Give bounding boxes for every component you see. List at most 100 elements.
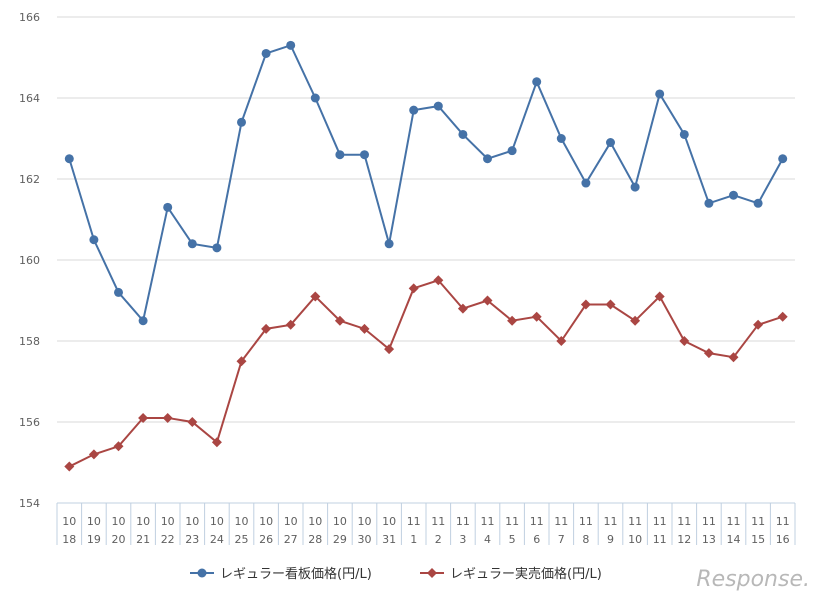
x-tick-label-day: 13 xyxy=(702,533,716,546)
x-tick-label-month: 10 xyxy=(259,515,273,528)
data-point xyxy=(655,89,665,99)
data-point xyxy=(433,101,443,111)
x-tick-label-month: 11 xyxy=(604,515,618,528)
data-point xyxy=(753,198,763,208)
data-point xyxy=(433,275,444,286)
x-tick-label-month: 11 xyxy=(727,515,741,528)
data-point xyxy=(556,134,566,143)
x-tick-label-month: 10 xyxy=(333,515,347,528)
series-line-0 xyxy=(68,44,784,323)
x-tick-label-month: 11 xyxy=(554,515,568,528)
x-tick-label-month: 10 xyxy=(358,515,372,528)
data-point xyxy=(187,417,198,427)
data-point xyxy=(334,315,345,326)
x-tick-label-month: 11 xyxy=(751,515,765,528)
x-tick-label-month: 11 xyxy=(776,515,790,528)
data-point xyxy=(729,190,738,200)
data-point xyxy=(605,299,616,310)
data-point xyxy=(753,319,764,330)
x-tick-label-day: 11 xyxy=(653,533,667,546)
y-tick-label: 160 xyxy=(19,254,40,267)
data-point xyxy=(261,323,272,334)
legend-label: レギュラー看板価格(円/L) xyxy=(220,566,372,582)
data-point xyxy=(163,202,173,212)
data-point xyxy=(777,311,788,322)
x-tick-label-month: 10 xyxy=(210,515,224,528)
data-point xyxy=(359,323,370,334)
x-tick-label-day: 20 xyxy=(112,533,126,546)
data-point xyxy=(310,291,321,302)
x-tick-label-month: 10 xyxy=(308,515,322,528)
data-point xyxy=(654,291,665,302)
y-tick-label: 164 xyxy=(19,92,40,105)
x-tick-label-month: 11 xyxy=(505,515,519,528)
x-tick-label-day: 30 xyxy=(358,533,372,546)
data-point xyxy=(138,316,148,326)
x-tick-label-day: 2 xyxy=(435,533,442,546)
x-tick-label-month: 10 xyxy=(235,515,249,528)
data-point xyxy=(531,311,542,322)
x-tick-label-day: 6 xyxy=(533,533,540,546)
x-tick-label-day: 24 xyxy=(210,533,224,546)
data-point xyxy=(88,449,99,460)
data-point xyxy=(113,441,124,452)
grid xyxy=(57,16,795,504)
data-point xyxy=(89,235,99,245)
x-tick-label-day: 23 xyxy=(185,533,199,546)
data-point xyxy=(187,239,197,249)
x-tick-label-day: 16 xyxy=(776,533,790,546)
x-tick-label-month: 11 xyxy=(407,515,421,528)
data-point xyxy=(679,336,690,346)
x-tick-label-month: 10 xyxy=(161,515,175,528)
data-point xyxy=(580,299,591,310)
x-tick-label-day: 9 xyxy=(607,533,614,546)
y-tick-label: 154 xyxy=(19,497,40,510)
data-point xyxy=(728,352,739,363)
series-group xyxy=(64,40,788,472)
data-point xyxy=(507,146,517,156)
x-tick-label-day: 22 xyxy=(161,533,175,546)
x-tick-label-day: 4 xyxy=(484,533,491,546)
y-tick-label: 158 xyxy=(19,335,40,348)
x-tick-label-month: 10 xyxy=(62,515,76,528)
x-tick-label-month: 11 xyxy=(677,515,691,528)
watermark-text: Response. xyxy=(696,567,810,592)
x-axis: 1018101910201021102210231024102510261027… xyxy=(56,503,796,546)
data-point xyxy=(483,154,492,164)
data-point xyxy=(384,239,394,249)
data-point xyxy=(286,40,296,50)
x-tick-label-day: 27 xyxy=(284,533,298,546)
x-tick-label-day: 7 xyxy=(558,533,565,546)
data-point xyxy=(532,77,542,87)
x-tick-label-month: 11 xyxy=(481,515,495,528)
data-point xyxy=(64,461,75,472)
data-point xyxy=(507,315,518,326)
data-point xyxy=(237,117,246,127)
data-point xyxy=(212,243,222,253)
data-point xyxy=(285,319,296,330)
x-tick-label-month: 11 xyxy=(431,515,445,528)
y-tick-label: 162 xyxy=(19,173,40,186)
data-point xyxy=(384,344,395,355)
data-point xyxy=(408,283,419,294)
x-tick-label-month: 10 xyxy=(284,515,298,528)
x-tick-label-month: 11 xyxy=(530,515,544,528)
x-tick-label-day: 28 xyxy=(308,533,322,546)
x-tick-label-month: 11 xyxy=(456,515,470,528)
data-point xyxy=(482,295,493,306)
x-tick-label-day: 12 xyxy=(677,533,691,546)
data-point xyxy=(630,315,641,326)
data-point xyxy=(679,129,689,139)
data-point xyxy=(114,287,123,297)
data-point xyxy=(138,412,149,423)
data-point xyxy=(458,129,468,139)
data-point xyxy=(335,150,345,160)
series-line-1 xyxy=(68,279,784,468)
legend-label: レギュラー実売価格(円/L) xyxy=(450,566,602,582)
x-tick-label-day: 18 xyxy=(62,533,76,546)
legend-marker xyxy=(427,568,437,578)
y-tick-label: 156 xyxy=(19,416,40,429)
data-point xyxy=(236,356,247,367)
x-tick-label-day: 15 xyxy=(751,533,765,546)
